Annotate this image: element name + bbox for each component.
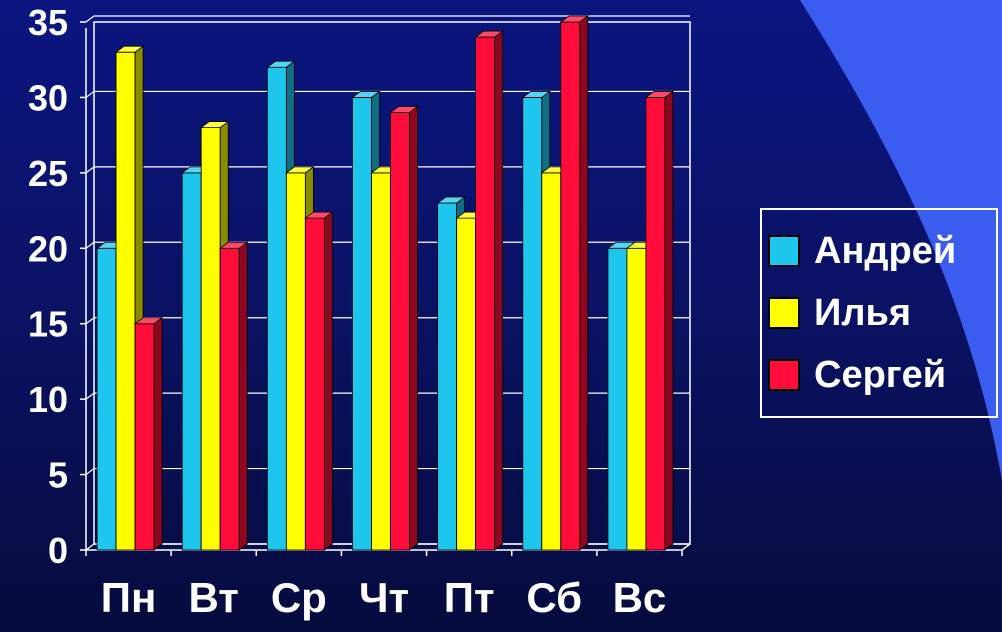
gridline-depth — [85, 392, 95, 400]
gridline-depth — [85, 241, 95, 249]
y-axis-ticks: 0 5 10 15 20 25 30 35 — [28, 2, 68, 571]
gridline-depth — [85, 15, 95, 23]
y-tick-label: 25 — [28, 153, 68, 194]
bar-top — [114, 45, 145, 53]
legend-swatch — [768, 359, 800, 391]
bar-side — [323, 211, 333, 551]
bar — [644, 90, 675, 551]
bar-front — [219, 247, 240, 551]
gridline-depth — [85, 468, 95, 476]
bar-top — [304, 211, 334, 219]
bar-side — [494, 30, 504, 551]
bar-front — [645, 97, 666, 551]
bar-top — [521, 91, 551, 98]
gridline-depth — [85, 90, 95, 98]
decorative-swoosh — [800, 0, 1002, 480]
gridline-depth — [85, 543, 95, 551]
y-tick-label: 0 — [48, 530, 68, 571]
legend-swatch — [768, 297, 800, 329]
bar-top — [644, 91, 675, 98]
bar-front — [96, 247, 117, 551]
x-tick-label: Сб — [526, 574, 582, 621]
bar-front — [134, 323, 155, 551]
bar — [219, 241, 249, 551]
bar-front — [560, 21, 581, 551]
bar-side — [409, 105, 418, 551]
bar-front — [437, 202, 458, 551]
floor-edge — [681, 543, 691, 551]
bar-top — [351, 91, 381, 98]
y-tick-label: 5 — [48, 455, 68, 496]
bar-front — [522, 97, 543, 551]
x-tick-label: Пт — [444, 574, 495, 621]
x-tick-label: Вт — [189, 574, 239, 621]
bar-front — [266, 66, 287, 551]
bar-top — [133, 317, 164, 325]
bar — [304, 211, 334, 551]
legend-item: Илья — [762, 282, 996, 344]
bar-top — [266, 60, 296, 68]
x-tick-label: Ср — [271, 574, 327, 621]
bar-front — [475, 36, 496, 551]
gridline-depth — [85, 317, 95, 325]
x-tick-label: Вс — [613, 574, 667, 621]
bar-front — [456, 217, 477, 551]
bar-front — [285, 172, 306, 551]
bar-top — [474, 30, 504, 38]
bar-side — [153, 316, 163, 551]
bar-side — [579, 15, 589, 551]
bar-side — [238, 241, 248, 551]
bar — [474, 30, 504, 551]
bar-front — [607, 247, 628, 551]
gridline-depth — [85, 166, 95, 174]
legend-item: Сергей — [762, 344, 996, 406]
legend-swatch — [768, 235, 800, 267]
bar-front — [390, 112, 410, 551]
bar-top — [219, 241, 249, 249]
legend: Андрей Илья Сергей — [760, 208, 998, 418]
x-tick-label: Чт — [359, 574, 409, 621]
legend-label: Андрей — [814, 229, 957, 272]
y-tick-label: 20 — [28, 228, 68, 269]
y-tick-label: 35 — [28, 2, 68, 43]
bars — [95, 15, 675, 551]
bar-top — [200, 121, 230, 128]
y-tick-label: 10 — [28, 379, 68, 420]
bar — [559, 15, 589, 551]
bar-top — [559, 15, 589, 23]
bar-front — [352, 97, 372, 551]
y-tick-label: 30 — [28, 77, 68, 118]
bar-front — [304, 217, 325, 551]
bar-front — [200, 127, 221, 551]
bar-front — [541, 172, 562, 551]
bar — [133, 316, 164, 551]
bar-side — [664, 90, 674, 551]
bar-front — [626, 247, 647, 551]
x-axis-ticks: Пн Вт Ср Чт Пт Сб Вс — [101, 574, 666, 621]
x-tick-label: Пн — [101, 574, 157, 621]
bar-front — [181, 172, 202, 551]
bar-front — [371, 172, 391, 551]
legend-label: Илья — [814, 291, 911, 334]
bar — [389, 105, 419, 551]
bar-top — [285, 166, 315, 174]
legend-label: Сергей — [814, 353, 947, 396]
bar-top — [436, 196, 466, 204]
y-tick-label: 15 — [28, 304, 68, 345]
legend-item: Андрей — [762, 220, 996, 282]
bar-front — [115, 51, 136, 551]
bar-top — [389, 106, 419, 113]
